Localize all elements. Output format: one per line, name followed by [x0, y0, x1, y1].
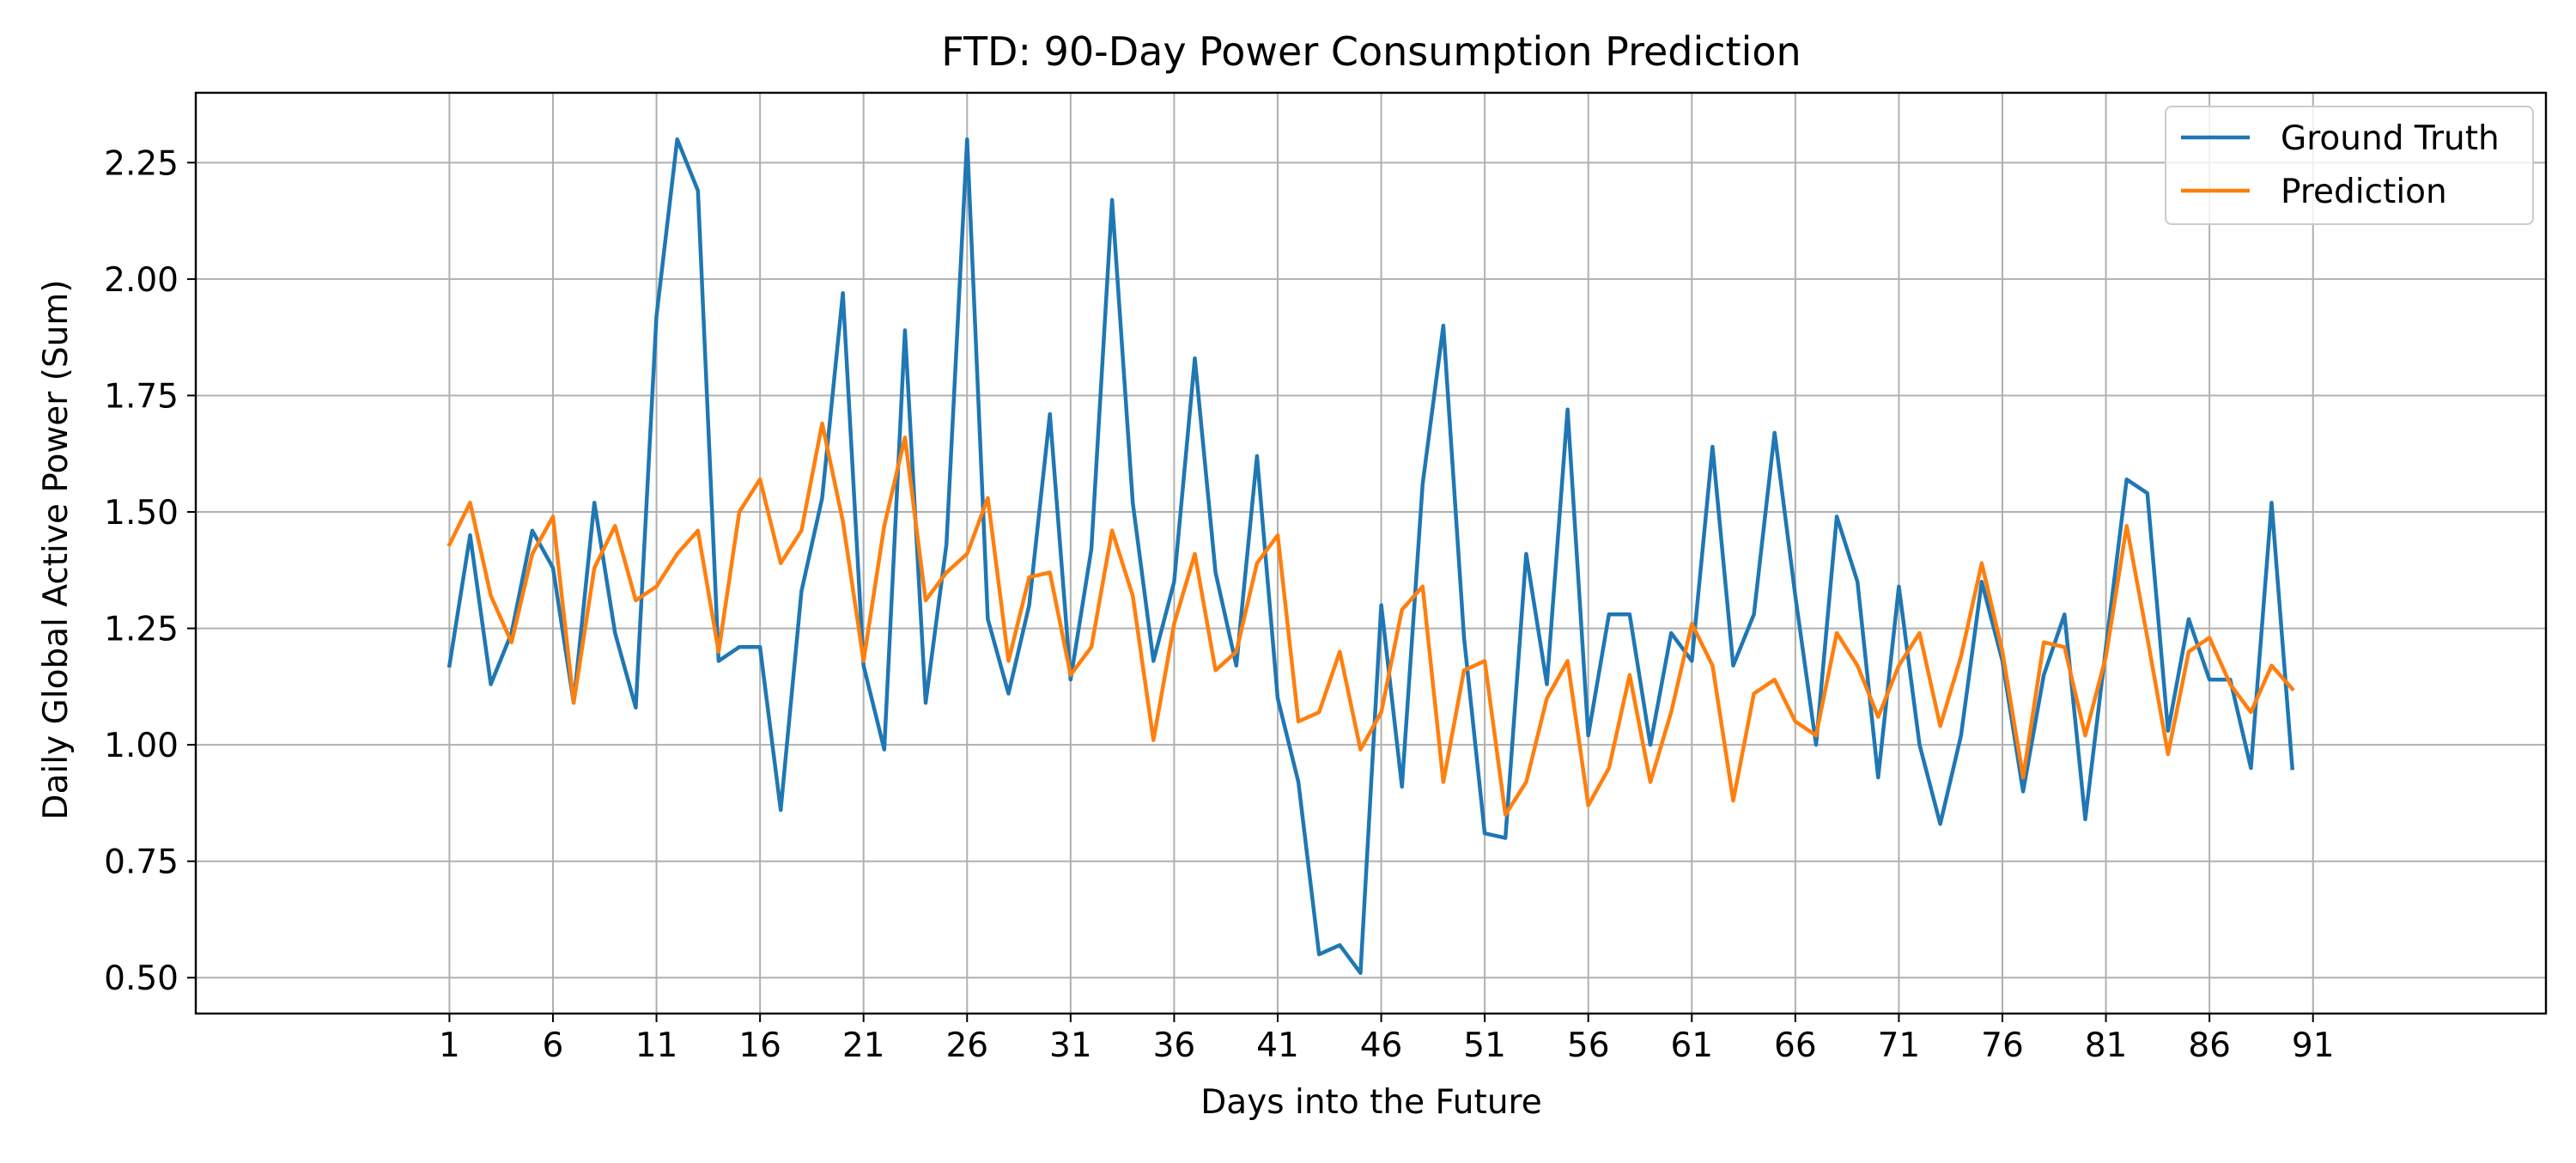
y-tick-label: 0.50: [104, 959, 179, 998]
x-tick-label: 76: [1981, 1026, 2024, 1065]
y-axis-ticks: 0.50 0.75 1.00 1.25 1.50 1.75 2.00 2.25: [104, 144, 196, 998]
x-tick-label: 61: [1670, 1026, 1713, 1065]
x-tick-label: 81: [2085, 1026, 2128, 1065]
legend-box: [2165, 106, 2534, 225]
chart-title: FTD: 90-Day Power Consumption Prediction: [941, 28, 1801, 75]
x-axis-ticks: 1 6 11 16 21 26 31 36 41 46 51 56 61 66 71 76 81 86 91: [439, 1014, 2335, 1065]
y-tick-label: 1.25: [104, 611, 179, 649]
y-tick-label: 1.75: [104, 377, 179, 416]
x-tick-label: 36: [1153, 1026, 1196, 1065]
x-tick-label: 41: [1256, 1026, 1299, 1065]
legend-label: Ground Truth: [2281, 119, 2500, 158]
y-tick-label: 1.50: [104, 494, 179, 533]
x-tick-label: 16: [738, 1026, 781, 1065]
x-tick-label: 46: [1360, 1026, 1403, 1065]
x-tick-label: 26: [945, 1026, 988, 1065]
y-tick-label: 1.00: [104, 727, 179, 765]
series-line-ground-truth: [447, 137, 2295, 976]
x-tick-label: 11: [635, 1026, 678, 1065]
x-tick-label: 6: [543, 1026, 564, 1065]
y-axis-label: Daily Global Active Power (Sum): [37, 279, 76, 819]
x-tick-label: 91: [2292, 1026, 2335, 1065]
x-tick-label: 1: [439, 1026, 460, 1065]
x-tick-label: 31: [1049, 1026, 1092, 1065]
legend-label: Prediction: [2281, 173, 2447, 211]
series-lines: [447, 137, 2295, 976]
grid-lines: [196, 93, 2546, 1014]
x-tick-label: 66: [1774, 1026, 1817, 1065]
y-tick-label: 0.75: [104, 843, 179, 882]
plot-frame: [194, 91, 2548, 1015]
x-tick-label: 51: [1463, 1026, 1506, 1065]
x-tick-label: 71: [1878, 1026, 1921, 1065]
chart-legend: Ground Truth Prediction: [2165, 106, 2534, 225]
y-tick-label: 2.00: [104, 261, 179, 300]
series-line-prediction: [447, 421, 2295, 817]
x-tick-label: 56: [1567, 1026, 1610, 1065]
y-tick-label: 2.25: [104, 144, 179, 183]
x-tick-label: 21: [842, 1026, 885, 1065]
x-tick-label: 86: [2188, 1026, 2231, 1065]
x-axis-label: Days into the Future: [1200, 1083, 1541, 1122]
